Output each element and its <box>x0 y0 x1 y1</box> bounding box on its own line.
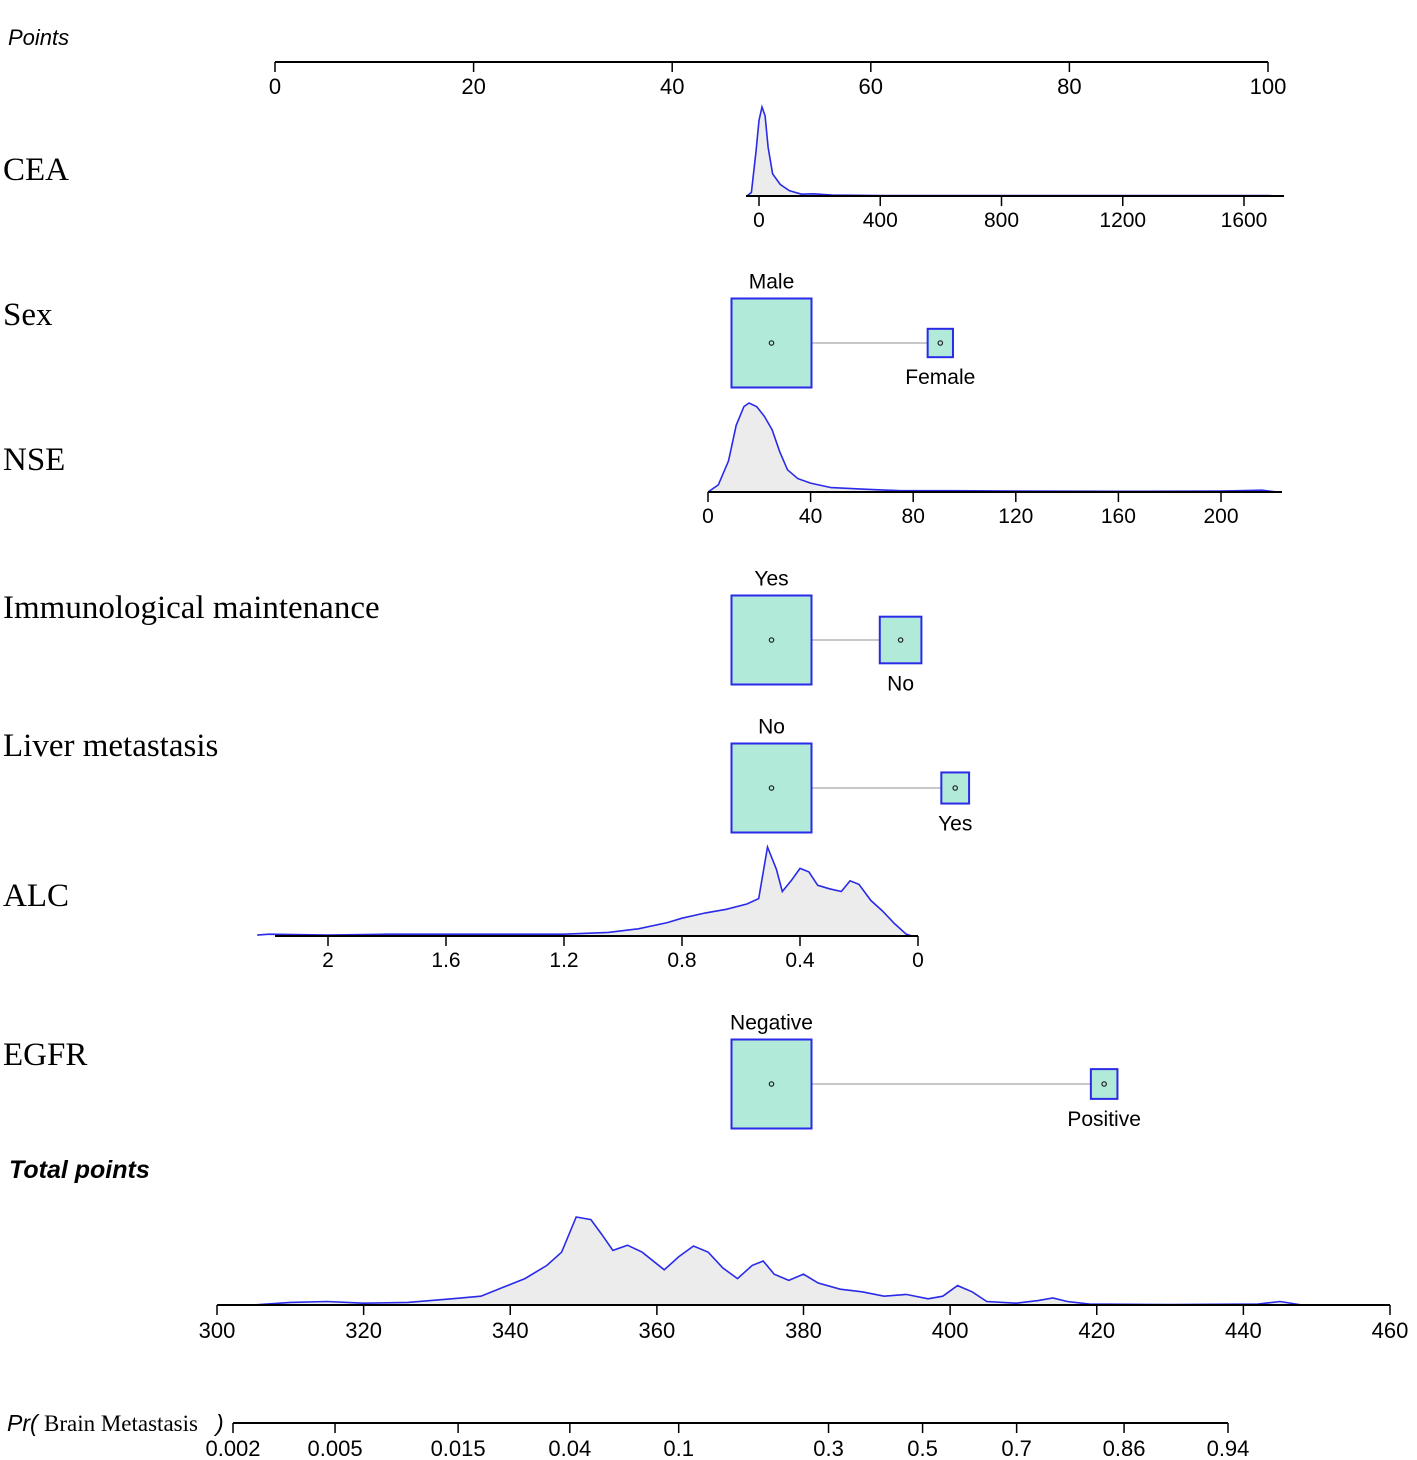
nse-axis-tick-label: 160 <box>1101 505 1136 528</box>
immunological-maintenance-level-marker <box>768 637 775 643</box>
nse-label: NSE <box>3 442 65 478</box>
probability-axis-title: Brain Metastasis <box>44 1411 198 1436</box>
cea-axis-tick-label: 800 <box>984 209 1019 232</box>
liver-metastasis-level-marker <box>768 785 775 791</box>
probability-axis-suffix: ) <box>213 1410 224 1436</box>
probability-axis-tick-label: 0.3 <box>813 1436 844 1460</box>
total-points-axis-tick-label: 340 <box>492 1318 529 1343</box>
cea-axis-tick-label: 1600 <box>1221 209 1268 232</box>
total-points-axis-tick-label: 420 <box>1078 1318 1115 1343</box>
nse-density-fill <box>708 403 1278 492</box>
sex-level-label: Male <box>749 271 795 294</box>
nse-axis-tick-label: 40 <box>799 505 822 528</box>
liver-metastasis-level-label: No <box>758 716 785 739</box>
sex-level-box <box>926 327 954 359</box>
cea-axis-tick-label: 0 <box>753 209 765 232</box>
probability-axis-tick-label: 0.5 <box>907 1436 938 1460</box>
alc-axis-tick-label: 1.6 <box>431 949 460 972</box>
total-points-axis-tick-label: 440 <box>1225 1318 1262 1343</box>
liver-metastasis-level-box <box>730 742 813 834</box>
points-axis-tick-label: 20 <box>461 74 485 99</box>
points-axis-tick-label: 80 <box>1057 74 1081 99</box>
immunological-maintenance-label: Immunological maintenance <box>3 590 380 626</box>
cea-axis-tick-label: 400 <box>863 209 898 232</box>
total-points-density-curve <box>253 1216 1303 1306</box>
nse-axis-tick-label: 0 <box>702 505 714 528</box>
egfr-level-marker <box>1101 1081 1107 1087</box>
total-points-axis-tick-label: 300 <box>199 1318 236 1343</box>
egfr-level-label: Negative <box>730 1012 813 1035</box>
sex-level-box <box>730 297 813 389</box>
alc-axis-tick-label: 0.8 <box>667 949 696 972</box>
sex-level-marker <box>768 340 775 346</box>
sex-label: Sex <box>3 297 53 333</box>
probability-axis-tick-label: 0.015 <box>431 1436 486 1460</box>
probability-axis-tick-label: 0.04 <box>548 1436 591 1460</box>
alc-axis-tick-label: 0 <box>912 949 924 972</box>
total-points-axis-tick-label: 460 <box>1372 1318 1409 1343</box>
liver-metastasis-label: Liver metastasis <box>3 728 218 764</box>
total-points-axis-tick-label: 360 <box>639 1318 676 1343</box>
probability-axis-tick-label: 0.94 <box>1207 1436 1250 1460</box>
nse-axis-tick-label: 200 <box>1203 505 1238 528</box>
points-axis-tick-label: 0 <box>269 74 281 99</box>
total-points-density-fill <box>253 1217 1303 1305</box>
total-points-axis-tick-label: 400 <box>932 1318 969 1343</box>
cea-label: CEA <box>3 152 69 188</box>
points-axis-tick-label: 60 <box>859 74 883 99</box>
egfr-level-box <box>1089 1068 1119 1100</box>
points-axis-tick-label: 40 <box>660 74 684 99</box>
nse-axis-tick-label: 120 <box>998 505 1033 528</box>
points-axis-title: Points <box>8 25 69 50</box>
egfr-label: EGFR <box>3 1037 87 1073</box>
egfr-level-label: Positive <box>1067 1108 1141 1131</box>
immunological-maintenance-level-box <box>730 594 813 686</box>
points-axis-tick-label: 100 <box>1250 74 1287 99</box>
immunological-maintenance-level-label: Yes <box>754 568 788 591</box>
probability-axis-tick-label: 0.86 <box>1103 1436 1146 1460</box>
alc-density-curve <box>257 844 913 937</box>
nse-axis-tick-label: 80 <box>902 505 925 528</box>
liver-metastasis-level-marker <box>952 785 959 791</box>
alc-label: ALC <box>3 878 69 914</box>
probability-axis-tick-label: 0.005 <box>308 1436 363 1460</box>
liver-metastasis-level-box <box>940 771 971 805</box>
sex-level-marker <box>937 340 944 346</box>
egfr-level-marker <box>768 1081 775 1087</box>
immunological-maintenance-level-box <box>878 615 923 665</box>
total-points-axis-tick-label: 380 <box>785 1318 822 1343</box>
probability-axis-tick-label: 0.1 <box>663 1436 694 1460</box>
cea-density-curve <box>746 104 1284 197</box>
cea-axis-tick-label: 1200 <box>1099 209 1146 232</box>
sex-level-label: Female <box>905 366 975 389</box>
total-points-axis-tick-label: 320 <box>345 1318 382 1343</box>
probability-axis-tick-label: 0.002 <box>205 1436 260 1460</box>
immunological-maintenance-level-label: No <box>887 672 914 695</box>
probability-axis-prefix: Pr( <box>7 1410 40 1436</box>
liver-metastasis-level-label: Yes <box>938 813 972 836</box>
egfr-level-box <box>730 1038 813 1130</box>
alc-density-fill <box>257 847 913 936</box>
total-points-title: Total points <box>9 1156 150 1184</box>
alc-axis-tick-label: 2 <box>322 949 334 972</box>
probability-axis-tick-label: 0.7 <box>1001 1436 1032 1460</box>
alc-axis-tick-label: 1.2 <box>549 949 578 972</box>
immunological-maintenance-level-marker <box>897 637 904 643</box>
alc-axis-tick-label: 0.4 <box>785 949 815 972</box>
cea-density-fill <box>746 107 1284 196</box>
